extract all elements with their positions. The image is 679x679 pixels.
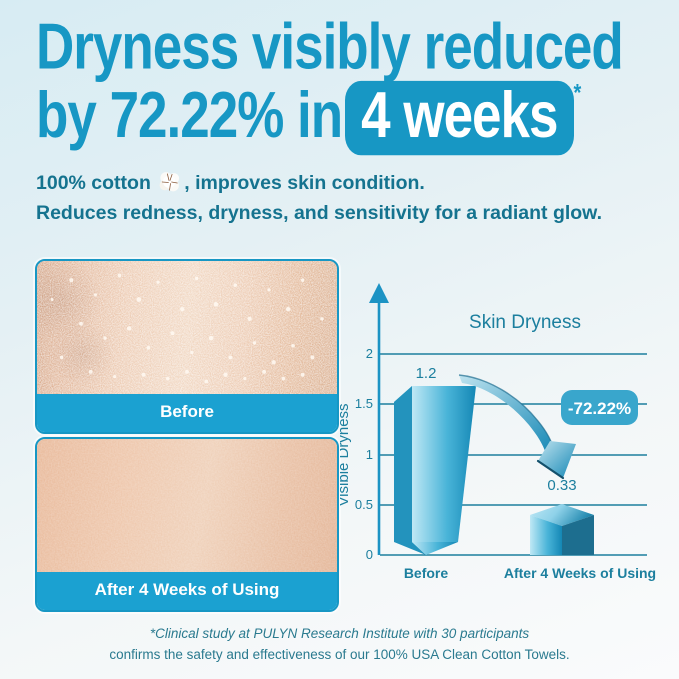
svg-text:-72.22%: -72.22% (568, 399, 631, 418)
svg-text:1: 1 (366, 447, 373, 462)
svg-text:2: 2 (366, 346, 373, 361)
svg-text:0.5: 0.5 (355, 497, 373, 512)
svg-text:After 4 Weeks of Using: After 4 Weeks of Using (504, 565, 656, 581)
svg-text:Skin Dryness: Skin Dryness (469, 312, 581, 333)
svg-text:Before: Before (404, 565, 449, 581)
svg-text:1.2: 1.2 (416, 365, 437, 382)
svg-text:0.33: 0.33 (547, 477, 576, 494)
svg-text:Visible Dryness: Visible Dryness (340, 403, 352, 506)
svg-text:1.5: 1.5 (355, 396, 373, 411)
svg-text:0: 0 (366, 547, 373, 562)
